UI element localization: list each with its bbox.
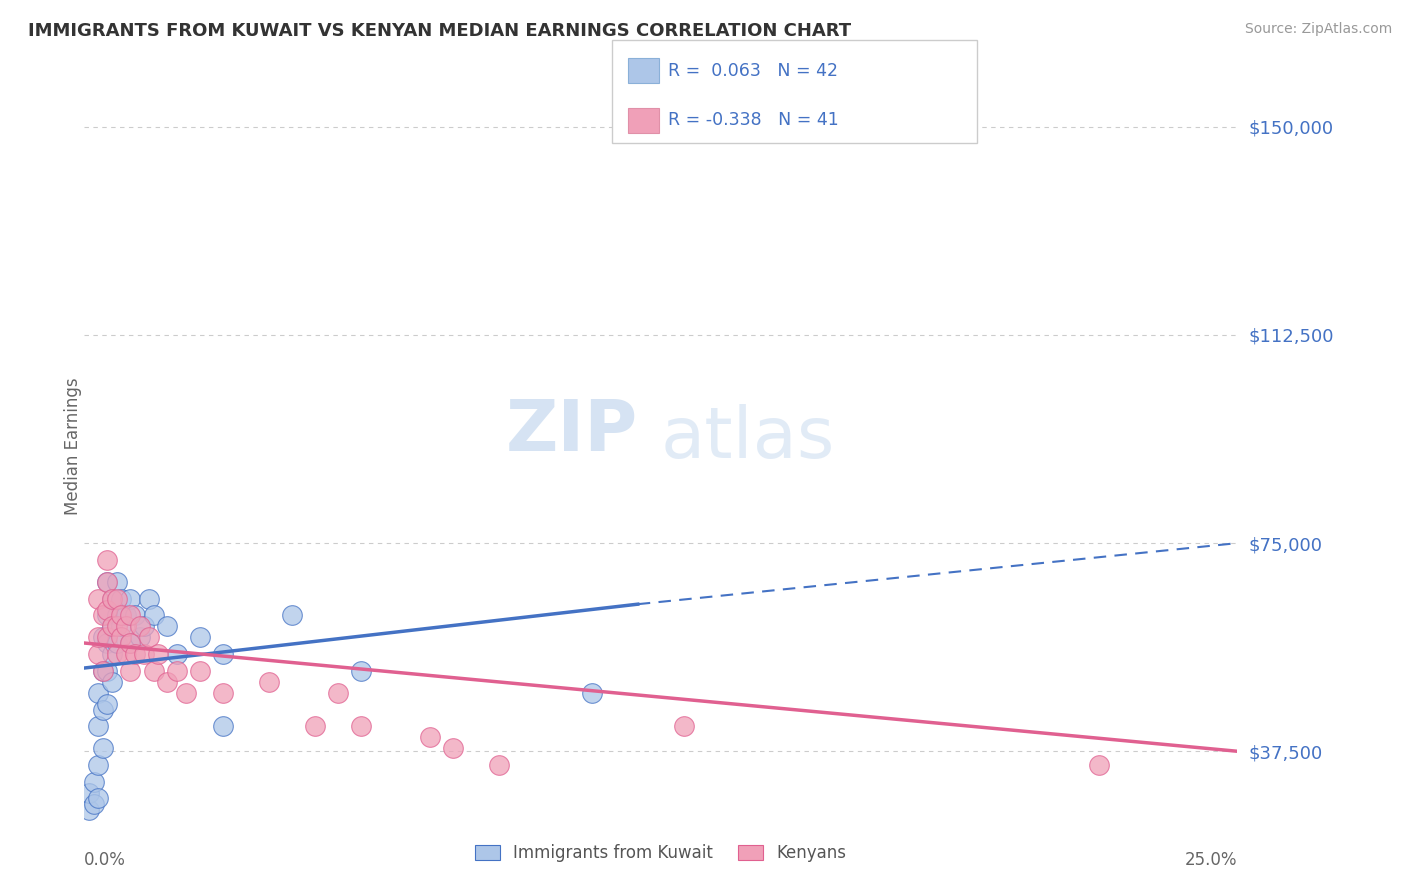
- Point: [124, 647, 146, 661]
- Point: [156, 674, 179, 689]
- Point: [326, 686, 349, 700]
- Point: [77, 786, 100, 800]
- Point: [211, 686, 233, 700]
- Point: [211, 719, 233, 733]
- Point: [91, 664, 114, 678]
- Point: [101, 674, 124, 689]
- Point: [91, 664, 114, 678]
- Point: [91, 703, 114, 717]
- Point: [281, 608, 304, 623]
- Point: [488, 758, 510, 772]
- Point: [87, 686, 110, 700]
- Point: [134, 619, 156, 633]
- Point: [96, 697, 118, 711]
- Point: [87, 719, 110, 733]
- Point: [120, 591, 142, 606]
- Y-axis label: Median Earnings: Median Earnings: [65, 377, 82, 515]
- Point: [304, 719, 326, 733]
- Point: [110, 608, 132, 623]
- Point: [142, 608, 165, 623]
- Point: [96, 603, 118, 617]
- Point: [142, 664, 165, 678]
- Point: [124, 608, 146, 623]
- Point: [120, 608, 142, 623]
- Point: [105, 619, 128, 633]
- Point: [105, 591, 128, 606]
- Point: [105, 574, 128, 589]
- Point: [96, 574, 118, 589]
- Point: [138, 591, 160, 606]
- Point: [188, 664, 211, 678]
- Point: [91, 608, 114, 623]
- Point: [134, 647, 156, 661]
- Point: [105, 647, 128, 661]
- Point: [672, 719, 695, 733]
- Text: R = -0.338   N = 41: R = -0.338 N = 41: [668, 112, 838, 129]
- Point: [120, 636, 142, 650]
- Text: Source: ZipAtlas.com: Source: ZipAtlas.com: [1244, 22, 1392, 37]
- Point: [96, 664, 118, 678]
- Point: [120, 636, 142, 650]
- Point: [174, 686, 197, 700]
- Point: [128, 619, 150, 633]
- Point: [1088, 758, 1111, 772]
- Point: [101, 591, 124, 606]
- Text: ZIP: ZIP: [506, 397, 638, 466]
- Point: [350, 719, 373, 733]
- Point: [96, 631, 118, 645]
- Point: [83, 774, 105, 789]
- Point: [211, 647, 233, 661]
- Point: [101, 647, 124, 661]
- Point: [77, 803, 100, 817]
- Point: [101, 619, 124, 633]
- Point: [96, 574, 118, 589]
- Point: [110, 631, 132, 645]
- Point: [257, 674, 280, 689]
- Legend: Immigrants from Kuwait, Kenyans: Immigrants from Kuwait, Kenyans: [468, 838, 853, 869]
- Point: [138, 631, 160, 645]
- Point: [115, 608, 138, 623]
- Point: [87, 758, 110, 772]
- Point: [101, 591, 124, 606]
- Point: [101, 619, 124, 633]
- Point: [166, 647, 188, 661]
- Point: [128, 631, 150, 645]
- Point: [115, 619, 138, 633]
- Point: [96, 636, 118, 650]
- Text: R =  0.063   N = 42: R = 0.063 N = 42: [668, 62, 838, 80]
- Point: [83, 797, 105, 811]
- Text: IMMIGRANTS FROM KUWAIT VS KENYAN MEDIAN EARNINGS CORRELATION CHART: IMMIGRANTS FROM KUWAIT VS KENYAN MEDIAN …: [28, 22, 851, 40]
- Point: [96, 553, 118, 567]
- Text: atlas: atlas: [661, 404, 835, 473]
- Point: [350, 664, 373, 678]
- Point: [105, 636, 128, 650]
- Point: [166, 664, 188, 678]
- Point: [91, 631, 114, 645]
- Point: [441, 741, 464, 756]
- Point: [87, 791, 110, 805]
- Text: 0.0%: 0.0%: [84, 851, 127, 869]
- Point: [120, 664, 142, 678]
- Point: [87, 631, 110, 645]
- Point: [146, 647, 169, 661]
- Text: 25.0%: 25.0%: [1185, 851, 1237, 869]
- Point: [110, 591, 132, 606]
- Point: [188, 631, 211, 645]
- Point: [87, 591, 110, 606]
- Point: [87, 647, 110, 661]
- Point: [110, 619, 132, 633]
- Point: [105, 608, 128, 623]
- Point: [419, 731, 441, 745]
- Point: [581, 686, 603, 700]
- Point: [115, 647, 138, 661]
- Point: [156, 619, 179, 633]
- Point: [91, 741, 114, 756]
- Point: [96, 608, 118, 623]
